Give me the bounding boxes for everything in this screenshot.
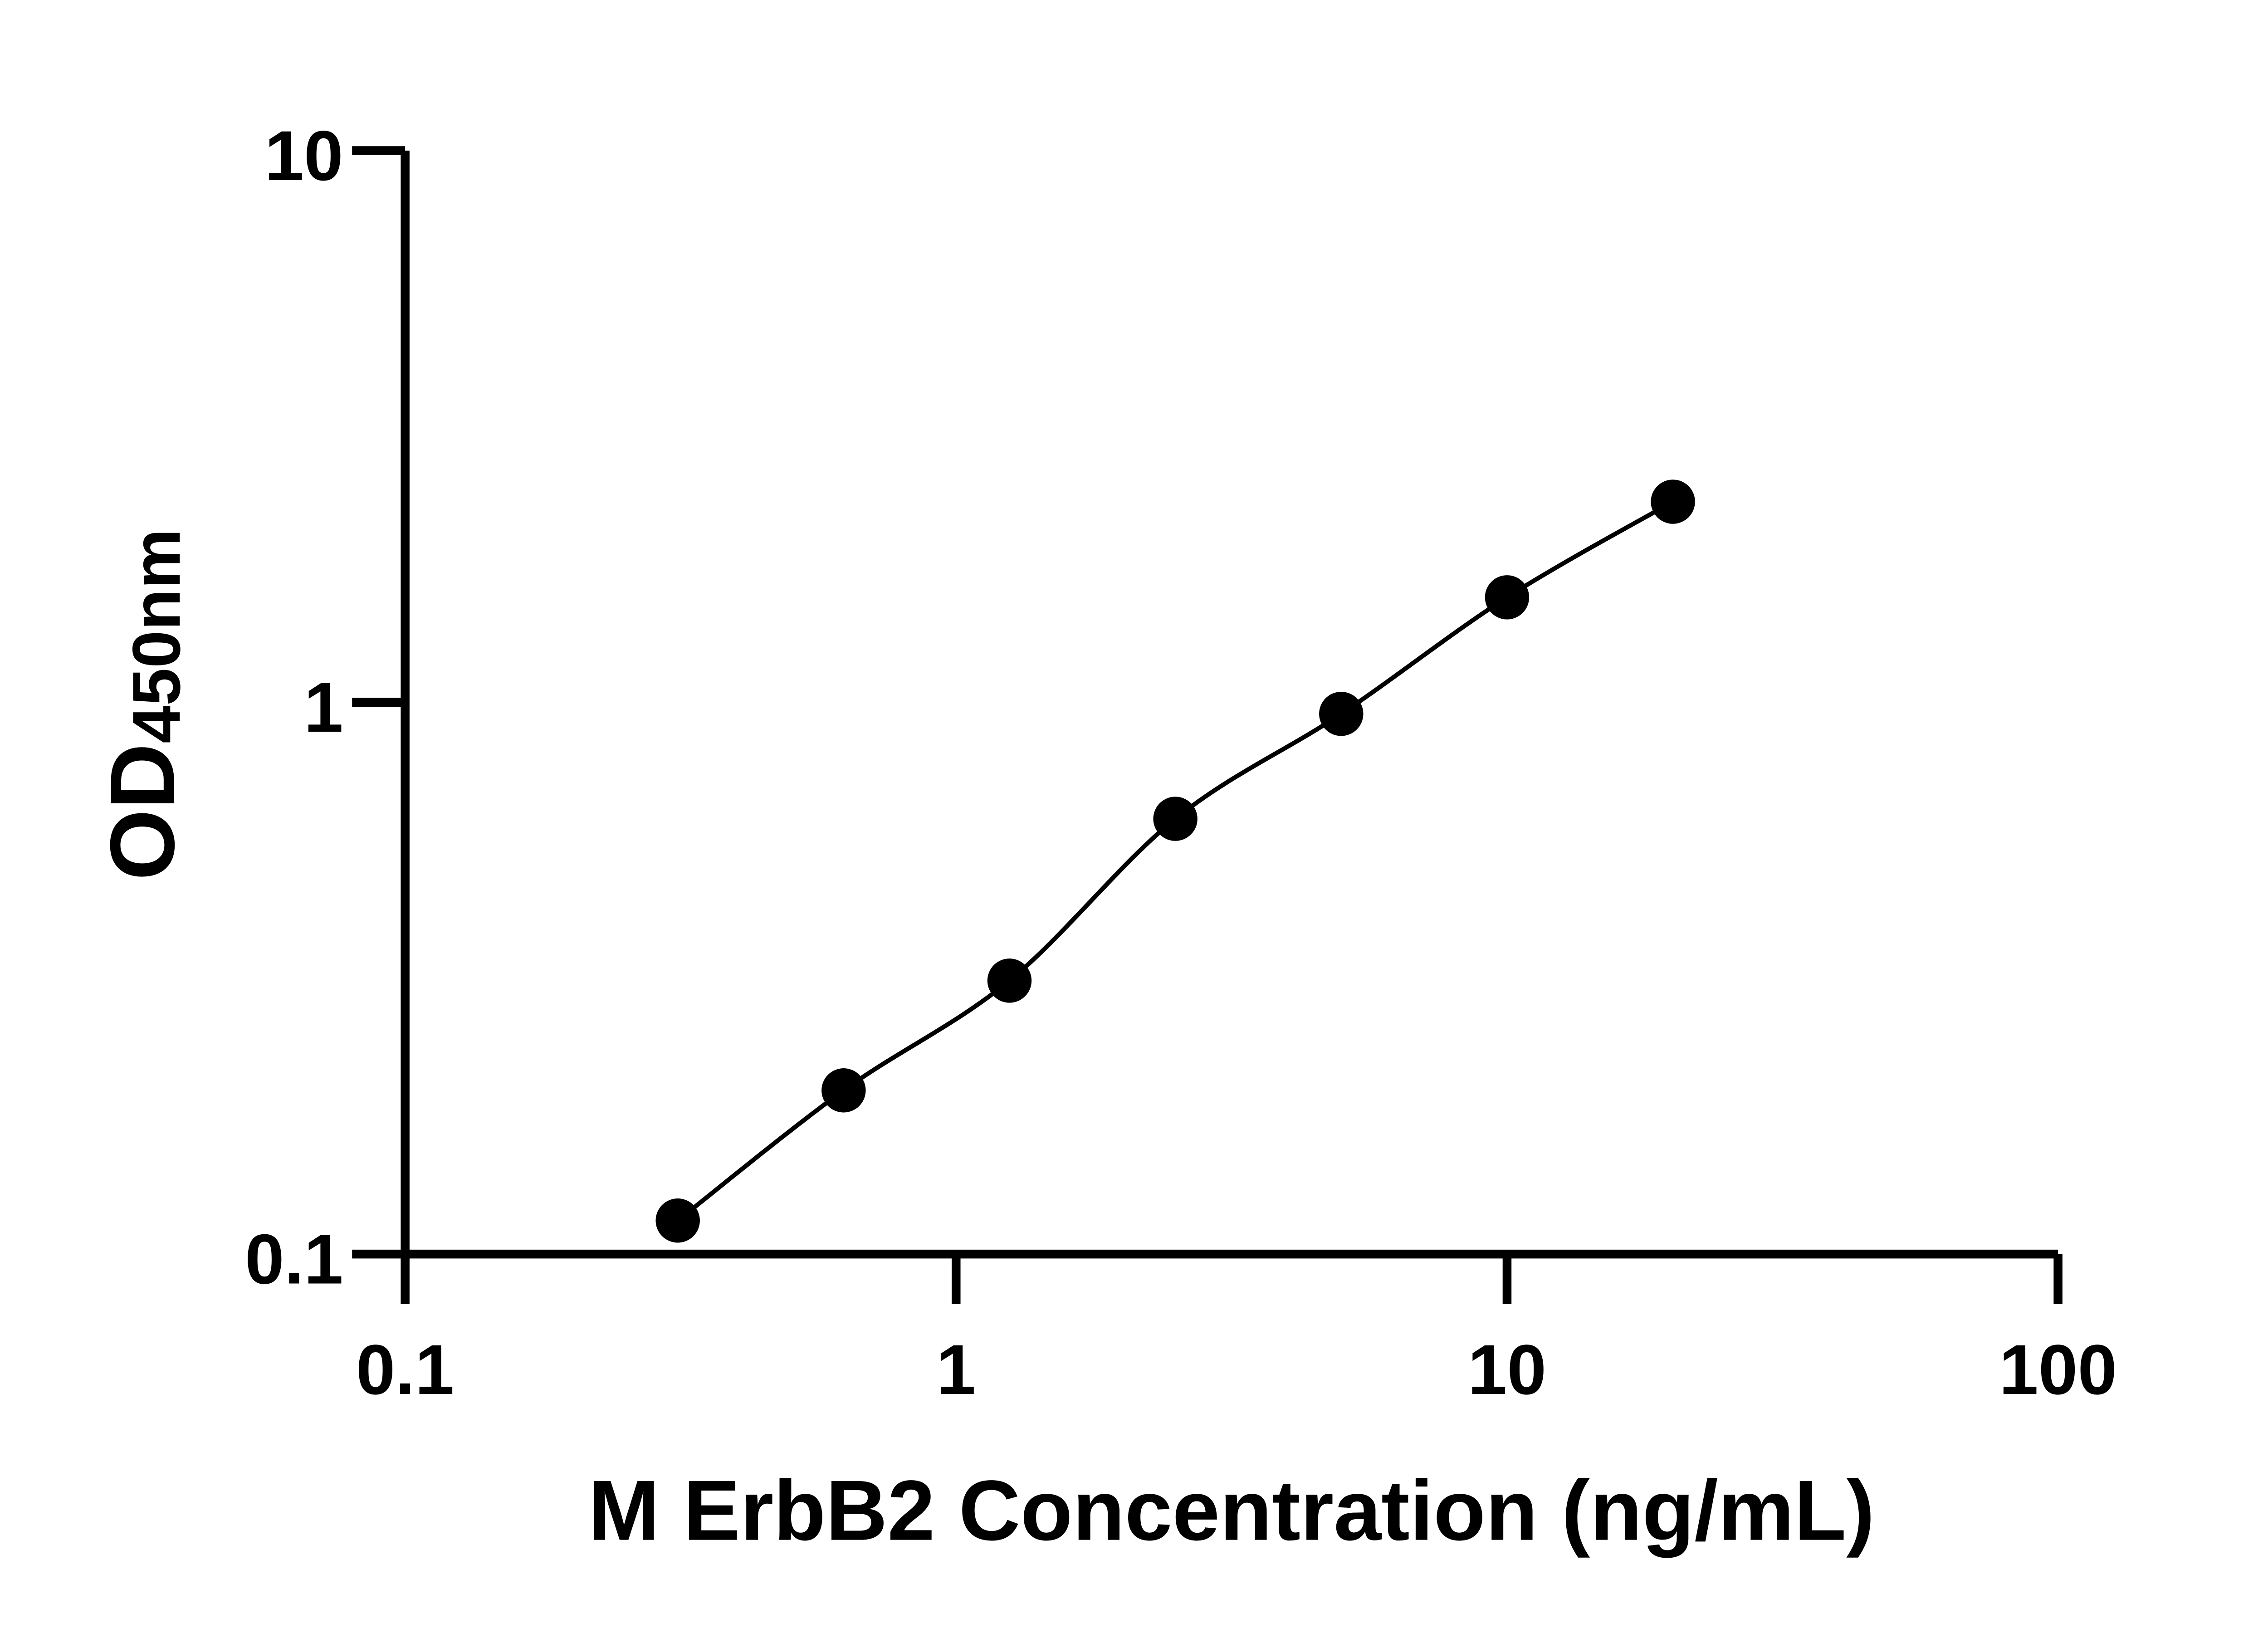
- data-point: [1153, 797, 1198, 841]
- data-point: [987, 958, 1032, 1003]
- x-tick-label: 100: [1999, 1330, 2117, 1409]
- y-tick-label: 0.1: [245, 1220, 343, 1299]
- y-tick-label: 1: [304, 668, 343, 747]
- data-points: [655, 479, 1695, 1243]
- y-axis-label-main: OD: [91, 743, 193, 880]
- data-point: [1485, 575, 1530, 620]
- x-tick-label: 1: [936, 1330, 976, 1409]
- y-tick-label: 10: [264, 117, 343, 196]
- data-point: [1319, 692, 1364, 736]
- x-tick-labels: 0.1 1 10 100: [356, 1330, 2117, 1409]
- y-axis-label-sub: 450nm: [118, 528, 194, 743]
- x-tick-label: 0.1: [356, 1330, 455, 1409]
- y-tick-labels: 0.1 1 10: [245, 117, 343, 1299]
- x-tick-label: 10: [1468, 1330, 1546, 1409]
- data-point: [821, 1068, 866, 1113]
- x-axis-label: M ErbB2 Concentration (ng/mL): [588, 1462, 1875, 1558]
- axes: [352, 146, 2063, 1305]
- data-point: [1651, 479, 1695, 524]
- y-axis-label: OD450nm: [91, 528, 194, 880]
- data-point: [655, 1198, 700, 1243]
